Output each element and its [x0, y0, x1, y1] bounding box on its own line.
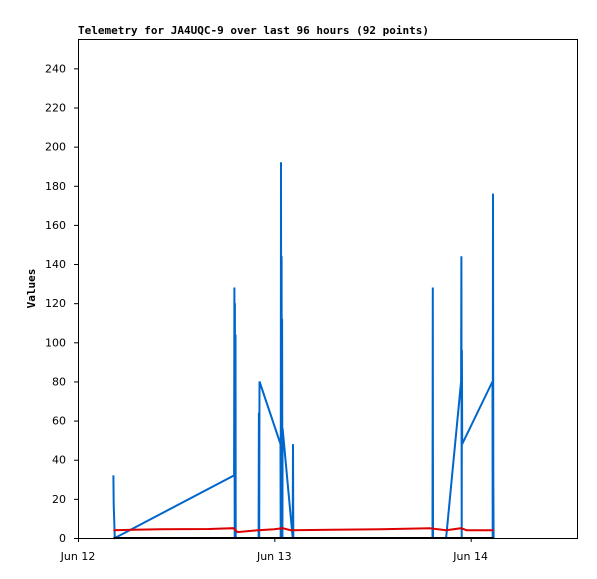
- y-tick-label: 40: [52, 454, 66, 467]
- y-tick-label: 160: [45, 219, 66, 232]
- x-tick-label: Jun 13: [256, 550, 292, 563]
- plot-area: [78, 39, 578, 539]
- y-tick-label: 240: [45, 62, 66, 75]
- y-tick-label: 220: [45, 101, 66, 114]
- y-tick-label: 180: [45, 180, 66, 193]
- x-tick-label: Jun 12: [60, 550, 96, 563]
- series-layer: [112, 162, 495, 540]
- x-axis: Jun 12 Jun 13 Jun 14: [60, 538, 488, 563]
- y-tick-label: 100: [45, 336, 66, 349]
- y-axis-label: Values: [25, 269, 38, 309]
- x-tick-label: Jun 14: [452, 550, 488, 563]
- y-tick-label: 60: [52, 415, 66, 428]
- y-tick-label: 80: [52, 375, 66, 388]
- series-line-2: [113, 527, 494, 534]
- y-tick-label: 120: [45, 297, 66, 310]
- y-tick-label: 0: [59, 532, 66, 545]
- y-tick-label: 20: [52, 493, 66, 506]
- chart-title: Telemetry for JA4UQC-9 over last 96 hour…: [78, 24, 429, 37]
- series-line-1: [112, 162, 495, 540]
- y-tick-label: 200: [45, 141, 66, 154]
- y-tick-label: 140: [45, 258, 66, 271]
- y-axis: 0 20 40 60 80 100 120 140 160 180 200 220 240: [45, 62, 78, 545]
